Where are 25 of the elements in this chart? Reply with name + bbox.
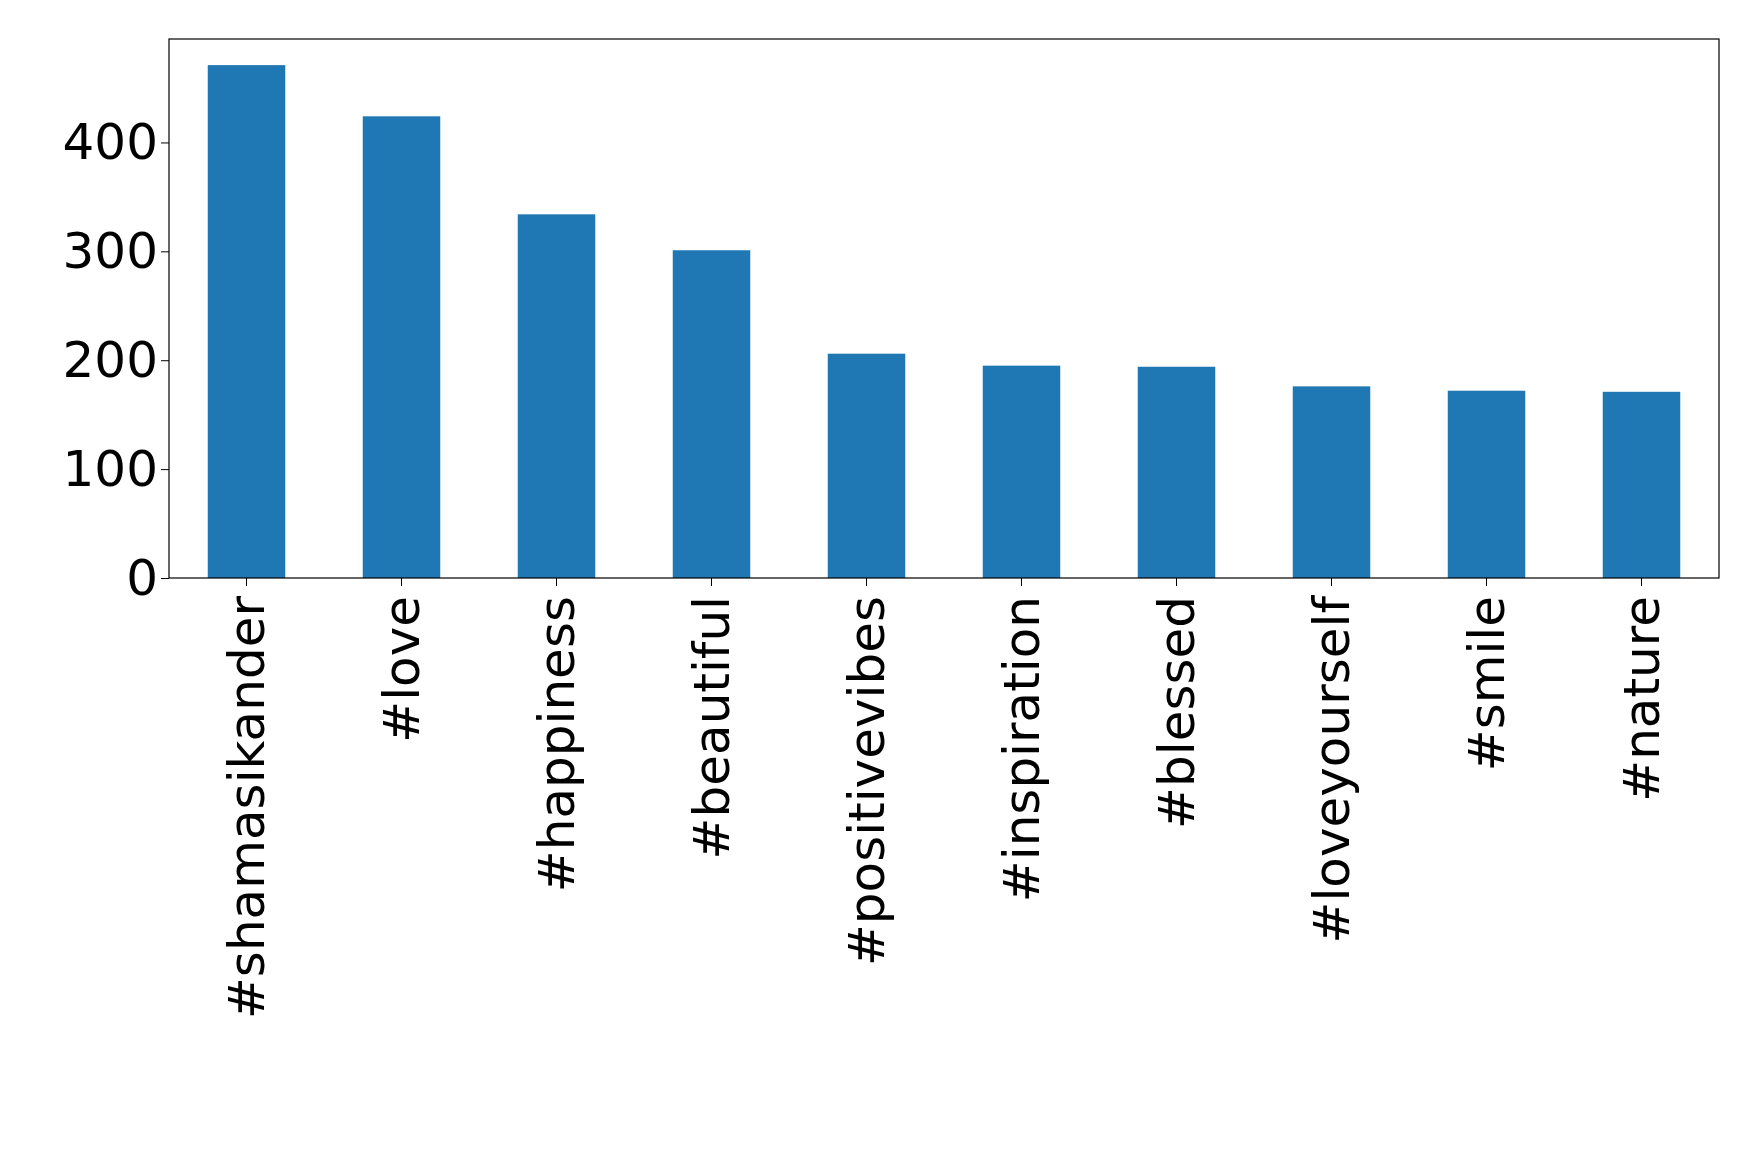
x-tick-label: #shamasikander (218, 595, 276, 1020)
y-tick-label: 0 (126, 548, 158, 607)
bar (1292, 386, 1371, 578)
x-tick-label: #inspiration (993, 596, 1051, 903)
x-tick-label: #nature (1613, 596, 1671, 802)
bar (1447, 390, 1526, 578)
x-tick-label: #smile (1458, 596, 1516, 772)
bar (1137, 366, 1216, 578)
bar (517, 214, 596, 578)
bar (1602, 391, 1681, 578)
x-tick-label: #positivevibes (838, 596, 896, 967)
y-tick-label: 400 (62, 112, 158, 171)
x-tick-label: #love (373, 596, 431, 743)
x-tick-label: #beautiful (683, 596, 741, 860)
y-tick-label: 300 (62, 221, 158, 280)
y-tick-label: 100 (62, 439, 158, 498)
bar (982, 365, 1061, 578)
y-tick-label: 200 (62, 330, 158, 389)
bar (207, 65, 286, 578)
x-tick-label: #blessed (1148, 596, 1206, 829)
x-tick-label: #happiness (528, 596, 586, 893)
x-tick-label: #loveyourself (1303, 594, 1361, 944)
bar (827, 353, 906, 578)
bar (362, 116, 441, 578)
bar (672, 250, 751, 578)
